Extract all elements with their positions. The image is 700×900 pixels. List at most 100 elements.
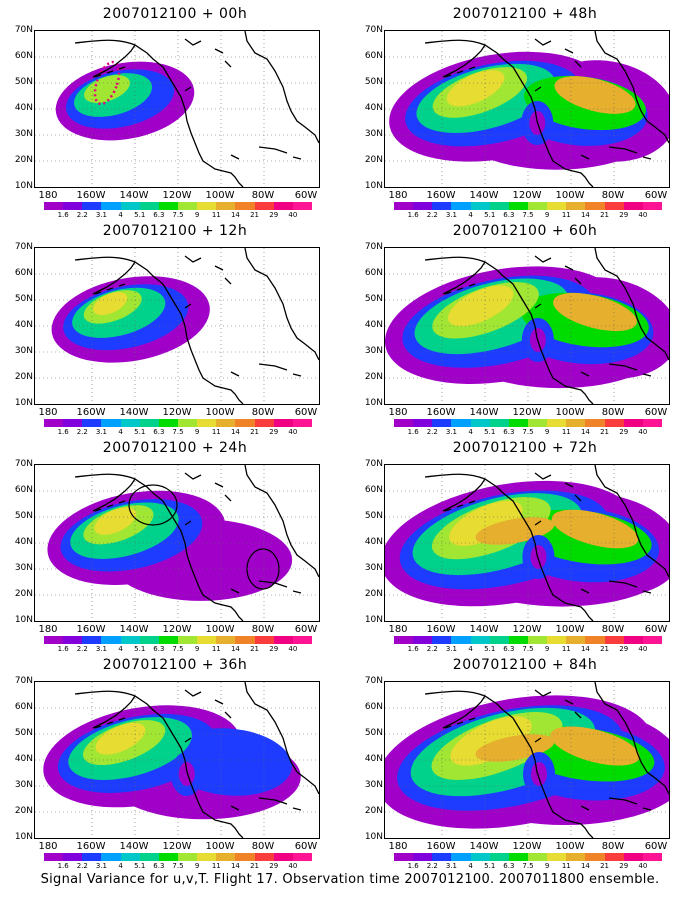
colorbar-swatch (566, 636, 586, 644)
colorbar-label: 2.2 (76, 211, 88, 219)
colorbar-label: 14 (580, 211, 590, 219)
longitude-label: 100W (555, 841, 585, 852)
latitude-label: 50N (364, 77, 383, 87)
latitude-label: 50N (364, 728, 383, 738)
colorbar-swatch (489, 419, 509, 427)
colorbar-label: 6.3 (503, 862, 515, 870)
colorbar-swatch (585, 202, 605, 210)
longitude-label: 80W (601, 841, 625, 852)
latitude-label: 70N (14, 676, 33, 686)
colorbar-swatch (642, 853, 662, 861)
colorbar-label: 21 (600, 645, 610, 653)
colorbar-swatch (120, 419, 140, 427)
colorbar-label: 3.1 (95, 862, 107, 870)
coastline (424, 682, 669, 838)
colorbar-swatch (566, 202, 586, 210)
colorbar-label: 11 (561, 645, 571, 653)
colorbar-label: 9 (544, 428, 550, 436)
latitude-label: 70N (364, 242, 383, 252)
longitude-label: 140W (469, 190, 499, 201)
longitude-label: 100W (205, 190, 235, 201)
variance-contour (550, 726, 640, 766)
colorbar-label: 40 (638, 862, 648, 870)
map-panel: 2007012100 + 84h 70N 60N 50N 40N 30N 20N 10N 180… (350, 651, 700, 870)
latitude-label: 20N (364, 155, 383, 165)
islands (94, 255, 302, 377)
colorbar-label: 14 (230, 862, 240, 870)
colorbar-swatch (273, 202, 293, 210)
longitude-label: 120W (512, 407, 542, 418)
latitude-label: 40N (14, 754, 33, 764)
latitude-label: 60N (14, 702, 33, 712)
colorbar-swatch (254, 853, 274, 861)
colorbar-label: 1.6 (407, 862, 419, 870)
variance-contour (95, 722, 146, 755)
colorbar (394, 419, 662, 427)
longitude-label: 120W (162, 624, 192, 635)
colorbar-swatch (623, 853, 643, 861)
colorbar-swatch (254, 636, 274, 644)
colorbar-label: 11 (561, 862, 571, 870)
longitude-label: 180 (388, 841, 408, 852)
colorbar-swatch (470, 419, 490, 427)
colorbar-swatch (642, 636, 662, 644)
longitude-label: 100W (205, 841, 235, 852)
longitude-label: 120W (512, 841, 542, 852)
colorbar-label: 2.2 (76, 428, 88, 436)
colorbar-label: 3.1 (445, 645, 457, 653)
colorbar-label: 4 (118, 211, 123, 219)
colorbar-labels: 1.6 2.2 3.1 4 5.1 6.3 7.5 9 11 14 21 29 40 (394, 645, 662, 653)
colorbar-label: 6.3 (503, 645, 515, 653)
colorbar-label: 1.6 (407, 211, 419, 219)
colorbar-swatch (623, 202, 643, 210)
longitude-label: 180 (388, 190, 408, 201)
longitude-label: 80W (251, 841, 275, 852)
latitude-label: 50N (14, 294, 33, 304)
colorbar-label: 5.1 (484, 645, 496, 653)
colorbar-label: 2.2 (76, 862, 88, 870)
colorbar-label: 21 (600, 862, 610, 870)
colorbar-swatch (197, 853, 217, 861)
colorbar-swatch (158, 853, 178, 861)
observation-region-outline (93, 60, 121, 106)
longitude-label: 180 (388, 407, 408, 418)
map-frame (34, 247, 320, 405)
latitude-label: 20N (14, 806, 33, 816)
variance-contour (551, 509, 639, 549)
longitude-label: 160W (426, 624, 456, 635)
latitude-label: 10N (364, 398, 383, 408)
colorbar-swatch (547, 202, 567, 210)
latitude-label: 10N (364, 181, 383, 191)
latitude-label: 30N (14, 129, 33, 139)
colorbar-label: 2.2 (426, 645, 438, 653)
colorbar-label: 3.1 (95, 211, 107, 219)
colorbar-swatch (604, 636, 624, 644)
coastline (74, 682, 319, 838)
colorbar-swatch (44, 636, 64, 644)
colorbar-swatch (177, 853, 198, 861)
colorbar-label: 29 (269, 862, 279, 870)
sensitive-region-circle (128, 484, 178, 526)
colorbar (44, 636, 312, 644)
colorbar-swatch (604, 853, 624, 861)
colorbar-label: 3.1 (445, 211, 457, 219)
colorbar-label: 40 (288, 862, 298, 870)
map-frame (384, 464, 670, 622)
colorbar-swatch (120, 636, 140, 644)
colorbar-swatch (508, 202, 528, 210)
colorbar-label: 5.1 (134, 211, 146, 219)
colorbar-label: 9 (544, 645, 550, 653)
longitude-label: 80W (251, 407, 275, 418)
colorbar-label: 7.5 (522, 862, 534, 870)
latitude-label: 30N (14, 780, 33, 790)
latitude-label: 30N (364, 563, 383, 573)
colorbar-swatch (413, 853, 433, 861)
colorbar (44, 202, 312, 210)
colorbar (394, 202, 662, 210)
colorbar-label: 6.3 (153, 862, 165, 870)
colorbar-labels: 1.6 2.2 3.1 4 5.1 6.3 7.5 9 11 14 21 29 40 (394, 211, 662, 219)
variance-contour (447, 285, 514, 327)
longitude-label: 160W (76, 841, 106, 852)
colorbar-swatch (101, 636, 121, 644)
colorbar-label: 29 (619, 645, 629, 653)
